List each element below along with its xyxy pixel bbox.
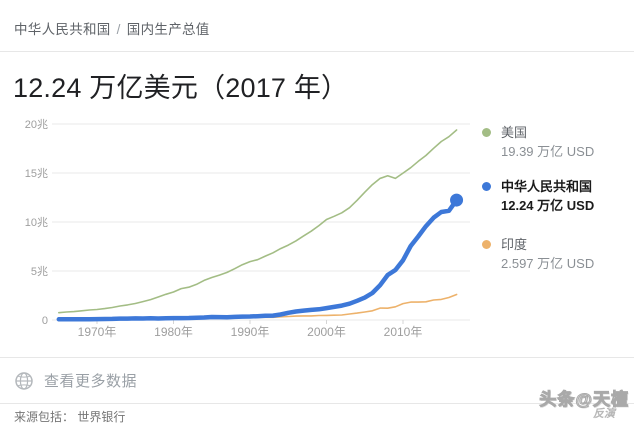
us-series-dot-icon: [482, 128, 491, 137]
breadcrumb-metric[interactable]: 国内生产总值: [126, 22, 210, 37]
legend-item-india[interactable]: 印度 2.597 万亿 USD: [482, 236, 594, 272]
globe-icon: [15, 371, 33, 390]
watermark-main: 头条@天檀: [539, 390, 629, 409]
view-more-data-button[interactable]: 查看更多数据: [0, 357, 634, 404]
breadcrumb-separator: /: [116, 22, 121, 37]
legend-value: 19.39 万亿 USD: [501, 144, 595, 159]
india-series-dot-icon: [482, 240, 491, 249]
svg-text:2010年: 2010年: [384, 325, 423, 339]
svg-text:1980年: 1980年: [154, 325, 193, 339]
source-name: 世界银行: [77, 410, 126, 424]
source-label: 来源包括：: [14, 410, 75, 424]
legend-name: 中华人民共和国: [501, 179, 593, 194]
svg-text:10兆: 10兆: [25, 216, 48, 229]
breadcrumb-entity[interactable]: 中华人民共和国: [14, 22, 111, 37]
svg-text:0: 0: [42, 315, 48, 327]
legend-name: 美国: [501, 125, 528, 140]
svg-text:1990年: 1990年: [231, 325, 270, 339]
svg-text:2000年: 2000年: [307, 325, 346, 339]
page-title: 12.24 万亿美元（2017 年）: [13, 73, 349, 103]
legend-item-us[interactable]: 美国 19.39 万亿 USD: [482, 124, 594, 160]
chart-legend: 美国 19.39 万亿 USD 中华人民共和国 12.24 万亿 USD 印度 …: [482, 0, 632, 300]
watermark-sub: 反演: [593, 408, 615, 420]
legend-value: 12.24 万亿 USD: [501, 198, 595, 213]
svg-text:5兆: 5兆: [31, 265, 48, 278]
source-attribution: 来源包括： 世界银行: [14, 408, 125, 425]
legend-name: 印度: [501, 237, 528, 252]
legend-value: 2.597 万亿 USD: [501, 256, 595, 271]
china-series-dot-icon: [482, 182, 491, 191]
view-more-data-label: 查看更多数据: [44, 373, 138, 390]
svg-text:15兆: 15兆: [25, 167, 48, 180]
breadcrumb: 中华人民共和国 / 国内生产总值: [14, 18, 210, 38]
breadcrumb-bar: 中华人民共和国 / 国内生产总值: [0, 0, 634, 52]
svg-text:20兆: 20兆: [25, 118, 48, 131]
watermark: 头条@天檀 反演: [539, 391, 629, 420]
svg-text:1970年: 1970年: [78, 325, 117, 339]
legend-item-china[interactable]: 中华人民共和国 12.24 万亿 USD: [482, 178, 594, 214]
